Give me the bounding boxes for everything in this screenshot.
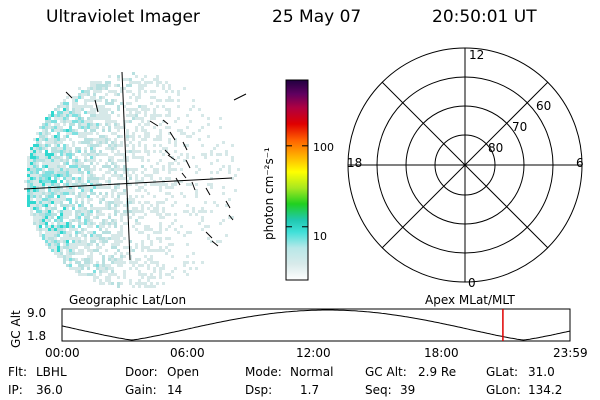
seq-value: 39 [400, 383, 416, 397]
gcalt-value: 2.9 Re [418, 365, 457, 379]
gain-value: 14 [167, 383, 183, 397]
altitude-xtick-1: 06:00 [170, 346, 205, 360]
polar-ring-80 [434, 134, 496, 196]
time-label: 20:50:01 UT [432, 7, 537, 27]
coastline-segment [181, 172, 187, 179]
latitude-line [23, 177, 233, 190]
polar-ring-70 [405, 105, 525, 225]
gain-label: Gain: [125, 383, 157, 397]
dsp-value: 1.7 [300, 383, 320, 397]
coastline-segment [211, 240, 219, 247]
coastline-segment [182, 141, 188, 151]
longitude-line [121, 71, 131, 261]
coastline-segment [228, 214, 234, 221]
mlt-label-0: 0 [468, 276, 476, 290]
mlt-label-6: 6 [576, 156, 584, 170]
coastline-segment [94, 99, 99, 113]
glat-value: 31.0 [528, 365, 555, 379]
left-panel-title: Geographic Lat/Lon [69, 293, 187, 307]
coastline-segment [149, 120, 159, 127]
colorbar-gradient [285, 79, 309, 281]
coastline-segment [191, 181, 196, 191]
altitude-xtick-2: 12:00 [296, 346, 331, 360]
mlat-label-70: 70 [512, 120, 528, 134]
mlat-label-60: 60 [536, 99, 552, 113]
gcalt-label: GC Alt: [365, 365, 407, 379]
altitude-xtick-4: 23:59 [553, 346, 588, 360]
instrument-title: Ultraviolet Imager [46, 7, 200, 27]
mode-label: Mode: [245, 365, 282, 379]
flt-value: LBHL [36, 365, 67, 379]
date-label: 25 May 07 [272, 7, 362, 27]
altitude-plot-frame [61, 308, 571, 342]
polar-diagonal-1 [381, 81, 549, 249]
altitude-xtick-0: 00:00 [45, 346, 80, 360]
colorbar-unit-label: photon cm⁻²s⁻¹ [262, 147, 276, 240]
altitude-xtick-3: 18:00 [424, 346, 459, 360]
door-value: Open [167, 365, 200, 379]
glon-value: 134.2 [528, 383, 563, 397]
coastline-segments [65, 91, 247, 247]
uv-intensity-pixels [24, 72, 240, 288]
polar-outer-ring [347, 47, 583, 283]
mlat-label-80: 80 [488, 141, 504, 155]
seq-label: Seq: [365, 383, 392, 397]
polar-diagonal-2 [381, 81, 549, 249]
right-panel-title: Apex MLat/MLT [425, 293, 515, 307]
ip-label: IP: [8, 383, 23, 397]
coastline-segment [164, 149, 171, 156]
coastline-segment [162, 119, 169, 125]
coastline-segment [233, 93, 247, 101]
altitude-ytick-bottom: 1.8 [27, 329, 47, 343]
coastline-segment [169, 131, 176, 141]
mlt-label-12: 12 [469, 48, 485, 62]
coastline-segment [65, 91, 73, 99]
altitude-ytick-top: 9.0 [27, 306, 47, 320]
coastline-segment [225, 200, 231, 209]
dsp-label: Dsp: [245, 383, 273, 397]
coastline-segment [175, 177, 181, 186]
altitude-curve [61, 309, 571, 341]
coastline-segment [205, 187, 211, 196]
colorbar-tick-100: 100 [313, 141, 334, 154]
coastline-segment [167, 154, 176, 161]
coastline-segment [205, 231, 213, 239]
door-label: Door: [125, 365, 158, 379]
coastline-segment [185, 159, 191, 169]
mlt-label-18: 18 [347, 156, 363, 170]
glat-label: GLat: [486, 365, 519, 379]
glon-label: GLon: [486, 383, 521, 397]
mode-value: Normal [290, 365, 334, 379]
colorbar-tick-10: 10 [313, 230, 327, 243]
flt-label: Flt: [8, 365, 27, 379]
altitude-ylabel: GC Alt [9, 310, 23, 348]
ip-value: 36.0 [36, 383, 63, 397]
polar-ring-60 [376, 76, 554, 254]
geographic-grid-lines [23, 71, 233, 261]
